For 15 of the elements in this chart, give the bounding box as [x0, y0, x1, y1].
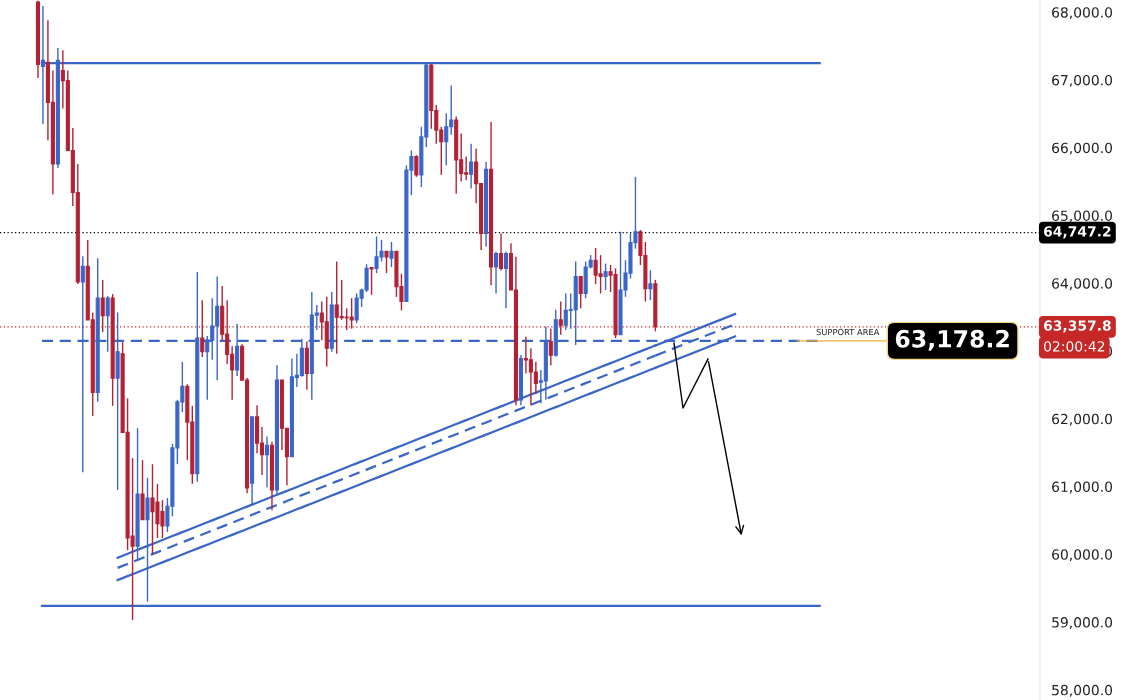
- y-tick-label: 65,000.0: [1052, 210, 1113, 223]
- text: 02:00:42: [1044, 341, 1105, 352]
- y-tick-label: 66,000.0: [1052, 142, 1113, 155]
- text: SUPPORT AREA: [816, 328, 880, 336]
- y-tick-label: 61,000.0: [1052, 481, 1113, 494]
- text: 63,178.2: [895, 329, 1009, 351]
- y-tick-label: 58,000.0: [1052, 684, 1113, 697]
- y-tick-label: 59,000.0: [1052, 617, 1113, 629]
- ref-line-label: 63,357.8: [1043, 320, 1111, 333]
- ref-line-label: 64,747.2: [1043, 226, 1111, 239]
- y-tick-label: 60,000.0: [1052, 549, 1113, 562]
- y-tick-label: 62,000.0: [1052, 413, 1113, 426]
- y-tick-label: 67,000.0: [1052, 74, 1113, 87]
- y-tick-label: 64,000.0: [1052, 278, 1113, 291]
- y-tick-label: 68,000.0: [1052, 7, 1113, 20]
